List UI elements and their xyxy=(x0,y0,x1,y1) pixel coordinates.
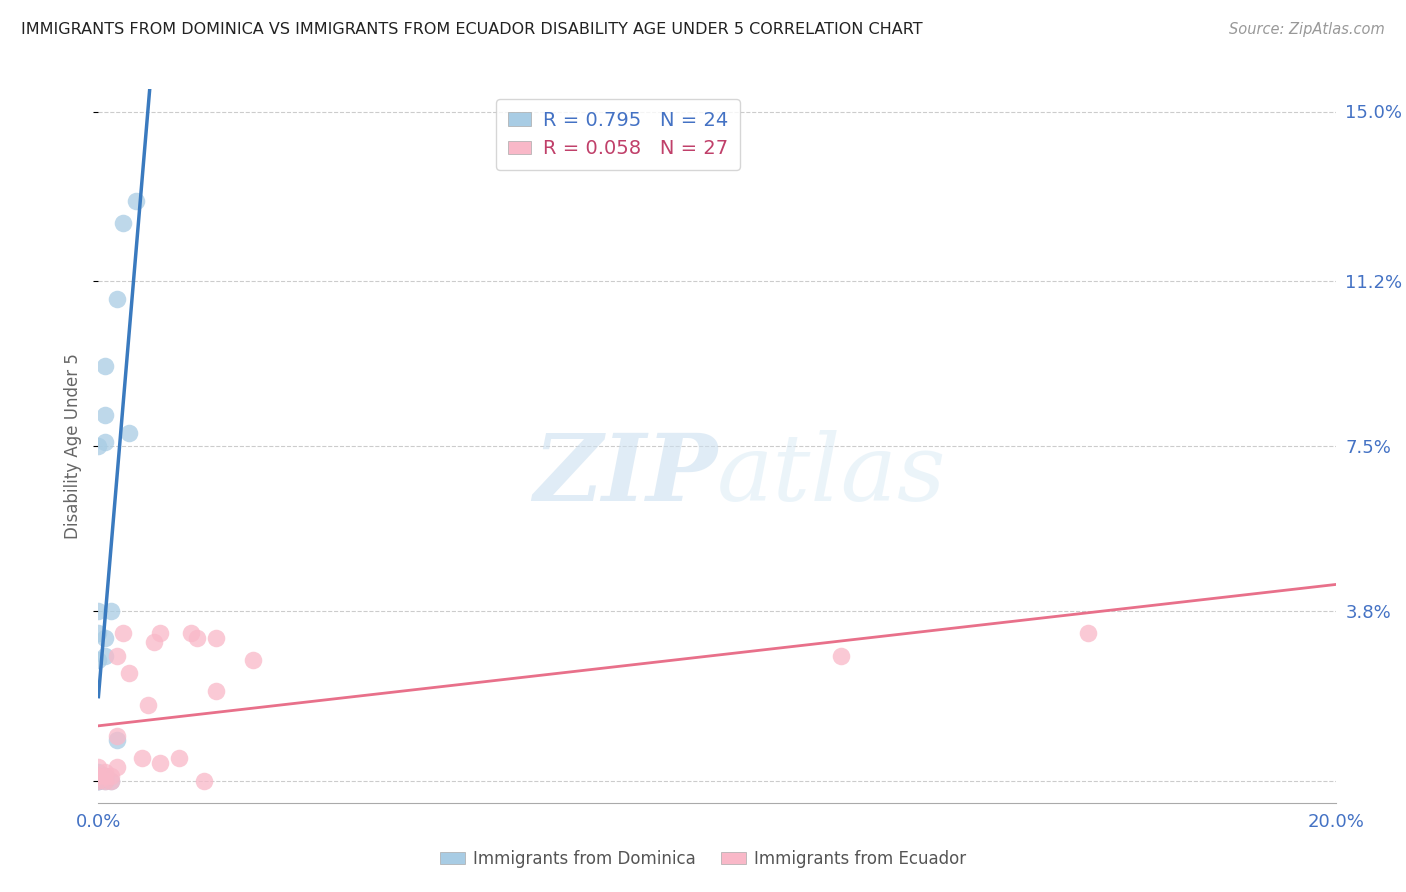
Point xyxy=(242,653,264,667)
Point xyxy=(100,773,122,788)
Text: ZIP: ZIP xyxy=(533,430,717,519)
Point xyxy=(149,626,172,640)
Point xyxy=(105,729,128,743)
Point xyxy=(1077,626,1099,640)
Point xyxy=(93,359,115,373)
Point xyxy=(93,631,115,645)
Point xyxy=(93,648,115,663)
Point xyxy=(87,773,110,788)
Point xyxy=(105,733,128,747)
Point xyxy=(105,292,128,306)
Point xyxy=(93,769,115,783)
Point xyxy=(205,684,228,698)
Point xyxy=(193,773,215,788)
Point xyxy=(830,648,852,663)
Text: atlas: atlas xyxy=(717,430,946,519)
Point xyxy=(93,769,115,783)
Point xyxy=(87,439,110,453)
Point xyxy=(87,604,110,618)
Point xyxy=(180,626,202,640)
Point xyxy=(87,773,110,788)
Point xyxy=(93,773,115,788)
Text: Source: ZipAtlas.com: Source: ZipAtlas.com xyxy=(1229,22,1385,37)
Point xyxy=(186,631,208,645)
Text: IMMIGRANTS FROM DOMINICA VS IMMIGRANTS FROM ECUADOR DISABILITY AGE UNDER 5 CORRE: IMMIGRANTS FROM DOMINICA VS IMMIGRANTS F… xyxy=(21,22,922,37)
Point xyxy=(118,666,141,681)
Point xyxy=(100,773,122,788)
Point xyxy=(112,626,135,640)
Point xyxy=(93,408,115,422)
Y-axis label: Disability Age Under 5: Disability Age Under 5 xyxy=(65,353,83,539)
Point xyxy=(100,604,122,618)
Point xyxy=(87,769,110,783)
Point xyxy=(131,751,153,765)
Point xyxy=(118,425,141,440)
Point xyxy=(105,760,128,774)
Point xyxy=(143,635,166,649)
Point xyxy=(87,760,110,774)
Point xyxy=(87,769,110,783)
Point xyxy=(87,626,110,640)
Point xyxy=(87,769,110,783)
Point xyxy=(93,434,115,449)
Point xyxy=(149,756,172,770)
Point xyxy=(167,751,190,765)
Point xyxy=(124,194,146,208)
Point xyxy=(105,648,128,663)
Point xyxy=(205,631,228,645)
Point xyxy=(87,653,110,667)
Point xyxy=(87,764,110,779)
Point xyxy=(93,773,115,788)
Legend: R = 0.795   N = 24, R = 0.058   N = 27: R = 0.795 N = 24, R = 0.058 N = 27 xyxy=(496,99,740,170)
Point xyxy=(136,698,159,712)
Point xyxy=(100,769,122,783)
Point xyxy=(93,764,115,779)
Point xyxy=(87,773,110,788)
Point xyxy=(87,773,110,788)
Legend: Immigrants from Dominica, Immigrants from Ecuador: Immigrants from Dominica, Immigrants fro… xyxy=(433,844,973,875)
Point xyxy=(112,216,135,230)
